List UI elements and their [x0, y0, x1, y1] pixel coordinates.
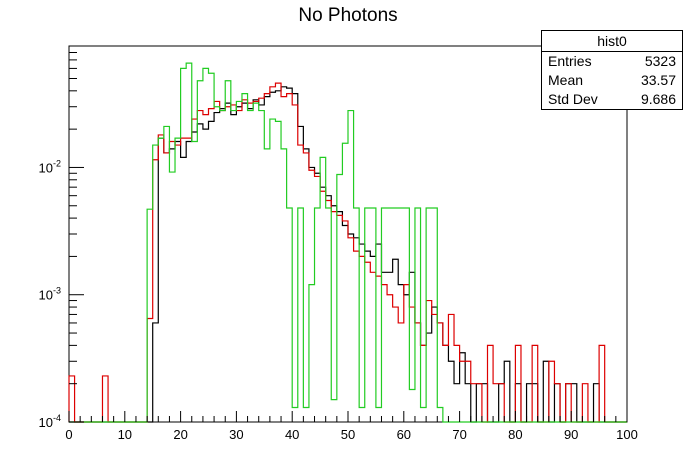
stats-row-mean: Mean 33.57 [542, 71, 682, 90]
x-tick-label: 10 [118, 427, 132, 442]
stats-label-stddev: Std Dev [548, 91, 598, 107]
x-tick-label: 40 [285, 427, 299, 442]
y-tick-label: 10-3 [39, 286, 61, 303]
axis-layer: 0 10 20 30 40 50 60 70 80 90 100 10-2 10-3 10-4 [39, 45, 638, 442]
x-tick-label: 100 [616, 427, 638, 442]
stats-value-entries: 5323 [644, 53, 676, 69]
y-tick-label: 10-4 [39, 413, 61, 430]
chart-title: No Photons [298, 5, 398, 26]
x-tick-label: 0 [65, 427, 72, 442]
series-layer [68, 62, 627, 423]
stats-box: hist0 Entries 5323 Mean 33.57 Std Dev 9.… [541, 30, 683, 110]
x-tick-label: 80 [508, 427, 522, 442]
x-tick-label: 90 [564, 427, 578, 442]
stats-title: hist0 [542, 31, 682, 52]
x-tick-label: 60 [397, 427, 411, 442]
stats-value-stddev: 9.686 [640, 91, 676, 107]
x-tick-label: 20 [173, 427, 187, 442]
stats-value-mean: 33.57 [640, 72, 676, 88]
stats-row-entries: Entries 5323 [542, 52, 682, 71]
stats-row-stddev: Std Dev 9.686 [542, 90, 682, 109]
stats-label-mean: Mean [548, 72, 584, 88]
x-tick-label: 30 [229, 427, 243, 442]
y-tick-label: 10-2 [39, 158, 61, 175]
stats-label-entries: Entries [548, 53, 592, 69]
x-tick-label: 50 [341, 427, 355, 442]
x-tick-label: 70 [452, 427, 466, 442]
histogram-series-2 [69, 62, 627, 423]
